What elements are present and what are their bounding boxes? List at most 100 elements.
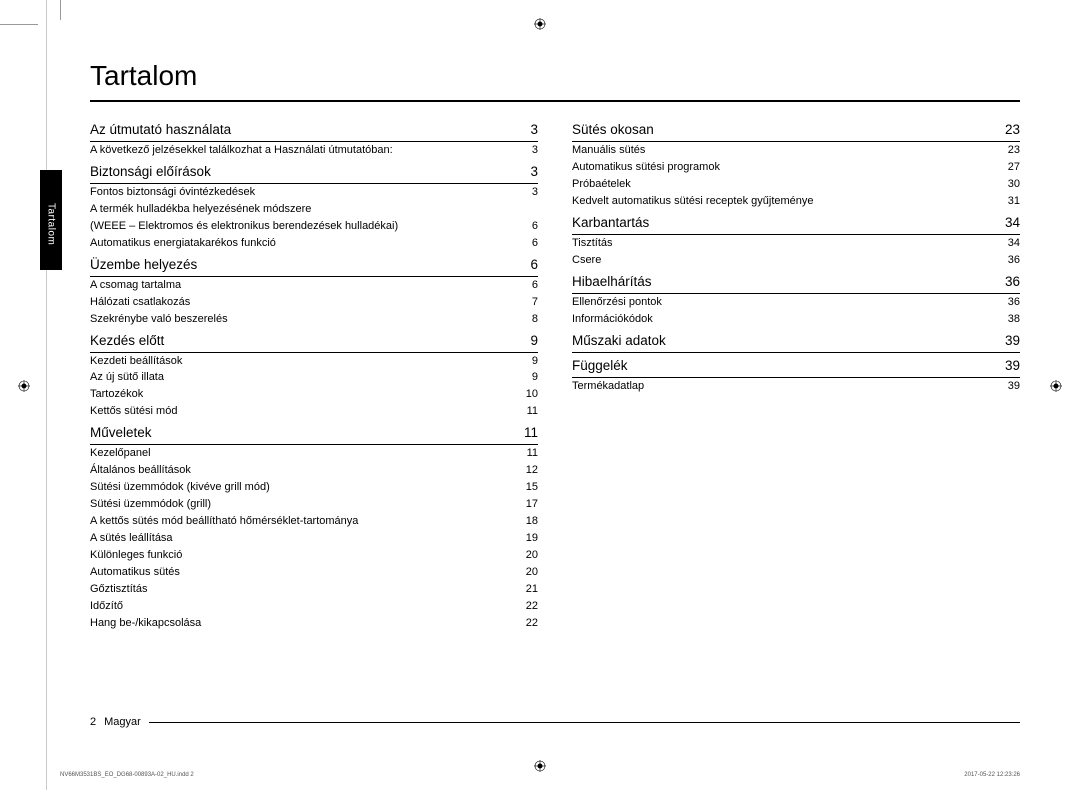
toc-section-heading: Biztonsági előírások3: [90, 159, 538, 184]
toc-entry: Szekrénybe való beszerelés8: [90, 311, 538, 328]
toc-entry: Sütési üzemmódok (grill)17: [90, 496, 538, 513]
toc-section-heading: Sütés okosan 23: [572, 120, 1020, 142]
imprint-filename: NV66M3531BS_EO_DG68-00893A-02_HU.indd 2: [60, 772, 194, 778]
toc-entry: A csomag tartalma6: [90, 277, 538, 294]
toc-entry: A termék hulladékba helyezésének módszer…: [90, 201, 538, 218]
toc-section-page: 9: [530, 333, 538, 348]
toc-section-page: 3: [530, 122, 538, 137]
toc-section-label: Kezdés előtt: [90, 333, 164, 348]
toc-entry-label: Hang be-/kikapcsolása: [90, 616, 526, 632]
toc-entry-label: Hálózati csatlakozás: [90, 295, 532, 311]
toc-section-page: 11: [524, 425, 538, 440]
toc-section-label: Biztonsági előírások: [90, 164, 211, 179]
toc-entry-page: 27: [1008, 160, 1020, 176]
toc-entry-page: 22: [526, 599, 538, 615]
toc-entry-label: Manuális sütés: [572, 143, 1008, 159]
toc-entry-label: Automatikus energiatakarékos funkció: [90, 236, 532, 252]
toc-section-heading: Hibaelhárítás36: [572, 269, 1020, 294]
toc-entry-label: Fontos biztonsági óvintézkedések: [90, 185, 532, 201]
page-title: Tartalom: [90, 60, 1020, 92]
toc-entry: Az új sütő illata9: [90, 369, 538, 386]
toc-entry-page: 36: [1008, 295, 1020, 311]
toc-entry-label: Sütési üzemmódok (kivéve grill mód): [90, 480, 526, 496]
toc-entry-page: 20: [526, 565, 538, 581]
toc-entry-page: 20: [526, 548, 538, 564]
toc-section-page: 39: [1005, 333, 1020, 348]
toc-entry-page: 3: [532, 143, 538, 159]
toc-entry: Kedvelt automatikus sütési receptek gyűj…: [572, 193, 1020, 210]
toc-entry-label: Próbaételek: [572, 177, 1008, 193]
footer-page-number: 2: [90, 716, 96, 728]
toc-entry-label: Automatikus sütés: [90, 565, 526, 581]
toc-entry-page: 18: [526, 514, 538, 530]
toc-entry: Ellenőrzési pontok36: [572, 294, 1020, 311]
page-footer: 2 Magyar: [90, 716, 1020, 728]
toc-entry-label: A kettős sütés mód beállítható hőmérsékl…: [90, 514, 526, 530]
toc-entry: Információkódok38: [572, 311, 1020, 328]
page-content: Tartalom Az útmutató használata3A követk…: [90, 60, 1020, 750]
toc-entry-page: 19: [526, 531, 538, 547]
toc-entry-page: 8: [532, 312, 538, 328]
toc-section-label: Sütés okosan: [572, 122, 654, 137]
toc-entry-label: Időzítő: [90, 599, 526, 615]
registration-mark-right: [1050, 380, 1062, 392]
toc-section-page: 36: [1005, 274, 1020, 289]
toc-entry-page: 39: [1008, 379, 1020, 395]
toc-entry-page: 23: [1008, 143, 1020, 159]
toc-section-heading: Üzembe helyezés 6: [90, 252, 538, 277]
toc-section-page: 23: [1005, 122, 1020, 137]
toc-entry: Fontos biztonsági óvintézkedések3: [90, 184, 538, 201]
toc-entry-label: Tisztítás: [572, 236, 1008, 252]
side-tab: Tartalom: [40, 170, 62, 270]
toc-entry-page: 22: [526, 616, 538, 632]
toc-entry: Próbaételek30: [572, 176, 1020, 193]
toc-entry-label: A termék hulladékba helyezésének módszer…: [90, 202, 538, 218]
imprint-timestamp: 2017-05-22 12:23:26: [964, 772, 1020, 778]
toc-section-heading: Műszaki adatok39: [572, 328, 1020, 353]
toc-section-label: Műveletek: [90, 425, 152, 440]
toc-entry-label: Szekrénybe való beszerelés: [90, 312, 532, 328]
toc-entry-label: Termékadatlap: [572, 379, 1008, 395]
toc-entry-label: Kezelőpanel: [90, 446, 527, 462]
toc-section-label: Az útmutató használata: [90, 122, 231, 137]
toc-entry-page: 9: [532, 354, 538, 370]
toc-entry-page: 6: [532, 219, 538, 235]
toc-entry-label: Információkódok: [572, 312, 1008, 328]
toc-entry-label: Gőztisztítás: [90, 582, 526, 598]
toc-entry-page: 17: [526, 497, 538, 513]
toc-entry: Időzítő22: [90, 598, 538, 615]
toc-entry-label: (WEEE – Elektromos és elektronikus beren…: [90, 219, 532, 235]
toc-section-page: 6: [530, 257, 538, 272]
toc-entry-page: 6: [532, 236, 538, 252]
toc-entry-page: 7: [532, 295, 538, 311]
registration-mark-left: [18, 380, 30, 392]
toc-entry-page: 21: [526, 582, 538, 598]
toc-entry: Automatikus sütési programok27: [572, 159, 1020, 176]
toc-section-label: Üzembe helyezés: [90, 257, 197, 272]
footer-language: Magyar: [104, 716, 141, 728]
toc-entry-label: Sütési üzemmódok (grill): [90, 497, 526, 513]
toc-entry: Hálózati csatlakozás7: [90, 294, 538, 311]
toc-entry-label: Kedvelt automatikus sütési receptek gyűj…: [572, 194, 1008, 210]
toc-entry-label: Az új sütő illata: [90, 370, 532, 386]
toc-entry-label: Automatikus sütési programok: [572, 160, 1008, 176]
toc-entry: Automatikus sütés20: [90, 564, 538, 581]
toc-entry-page: 3: [532, 185, 538, 201]
toc-entry: Automatikus energiatakarékos funkció6: [90, 235, 538, 252]
toc-entry-page: 15: [526, 480, 538, 496]
toc-entry-page: 30: [1008, 177, 1020, 193]
toc-entry-page: 38: [1008, 312, 1020, 328]
toc-entry: Gőztisztítás21: [90, 581, 538, 598]
toc-section-heading: Függelék39: [572, 353, 1020, 378]
toc-section-heading: Karbantartás34: [572, 210, 1020, 235]
crop-mark: [60, 0, 61, 20]
toc-section-label: Függelék: [572, 358, 628, 373]
toc-entry-page: 9: [532, 370, 538, 386]
toc-entry-page: 36: [1008, 253, 1020, 269]
toc-entry-label: A sütés leállítása: [90, 531, 526, 547]
toc-section-heading: Műveletek 11: [90, 420, 538, 445]
registration-mark-top: [534, 18, 546, 30]
toc-entry: Csere36: [572, 252, 1020, 269]
toc-section-heading: Kezdés előtt 9: [90, 328, 538, 353]
registration-mark-bottom: [534, 760, 546, 772]
